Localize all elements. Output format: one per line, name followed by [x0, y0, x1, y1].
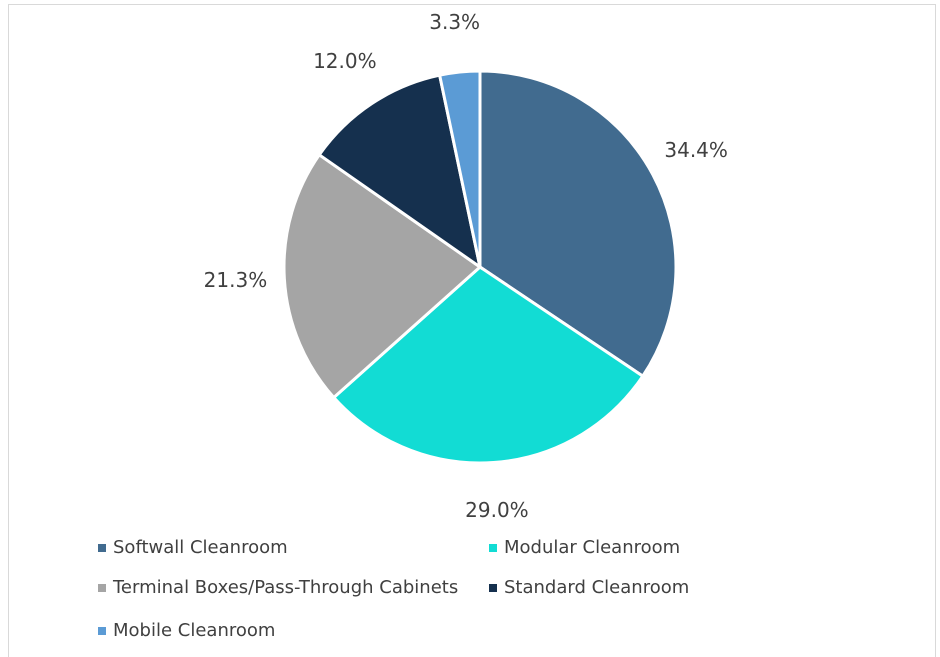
legend-label: Modular Cleanroom	[504, 537, 680, 558]
legend-item-terminal-boxes: Terminal Boxes/Pass-Through Cabinets	[98, 577, 458, 598]
legend-item-mobile: Mobile Cleanroom	[98, 620, 275, 641]
legend-swatch	[98, 544, 106, 552]
data-label-terminal-boxes: 21.3%	[204, 268, 268, 292]
legend-swatch	[489, 584, 497, 592]
legend-item-standard: Standard Cleanroom	[489, 577, 689, 598]
legend-label: Mobile Cleanroom	[113, 620, 275, 641]
data-label-standard: 12.0%	[313, 49, 377, 73]
legend-label: Terminal Boxes/Pass-Through Cabinets	[113, 577, 458, 598]
legend-label: Standard Cleanroom	[504, 577, 689, 598]
legend-item-modular: Modular Cleanroom	[489, 537, 680, 558]
data-label-softwall: 34.4%	[664, 138, 728, 162]
data-label-modular: 29.0%	[465, 498, 529, 522]
data-label-mobile: 3.3%	[429, 10, 480, 34]
legend-swatch	[98, 584, 106, 592]
legend-item-softwall: Softwall Cleanroom	[98, 537, 288, 558]
legend-swatch	[489, 544, 497, 552]
legend-label: Softwall Cleanroom	[113, 537, 288, 558]
legend-swatch	[98, 627, 106, 635]
